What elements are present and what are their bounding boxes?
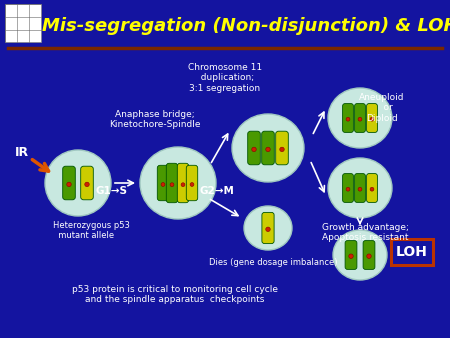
- FancyBboxPatch shape: [345, 241, 357, 269]
- Text: p53 protein is critical to monitoring cell cycle
and the spindle apparatus  chec: p53 protein is critical to monitoring ce…: [72, 285, 278, 305]
- Text: Growth advantage;
Apoptosis resistant: Growth advantage; Apoptosis resistant: [322, 223, 409, 242]
- FancyBboxPatch shape: [262, 212, 274, 244]
- Text: Mis-segregation (Non-disjunction) & LOH: Mis-segregation (Non-disjunction) & LOH: [42, 17, 450, 35]
- Circle shape: [266, 147, 270, 152]
- Circle shape: [346, 117, 350, 121]
- Text: G1→S: G1→S: [96, 186, 128, 196]
- Circle shape: [358, 187, 362, 191]
- Text: G2→M: G2→M: [200, 186, 235, 196]
- FancyBboxPatch shape: [342, 104, 353, 132]
- FancyBboxPatch shape: [367, 174, 378, 202]
- FancyBboxPatch shape: [355, 174, 365, 202]
- Circle shape: [170, 183, 174, 187]
- Ellipse shape: [333, 230, 387, 280]
- Circle shape: [358, 117, 362, 121]
- Text: Chromosome 11
  duplication;
3:1 segregation: Chromosome 11 duplication; 3:1 segregati…: [188, 63, 262, 93]
- Circle shape: [190, 183, 194, 187]
- Ellipse shape: [140, 147, 216, 219]
- Circle shape: [252, 147, 256, 152]
- FancyBboxPatch shape: [355, 104, 365, 132]
- Ellipse shape: [328, 88, 392, 148]
- Text: Dies (gene dosage imbalance): Dies (gene dosage imbalance): [209, 258, 337, 267]
- FancyBboxPatch shape: [248, 131, 260, 165]
- FancyBboxPatch shape: [186, 165, 198, 201]
- Circle shape: [181, 183, 185, 187]
- Circle shape: [161, 183, 165, 187]
- Circle shape: [370, 187, 374, 191]
- Circle shape: [266, 227, 270, 232]
- FancyBboxPatch shape: [81, 166, 93, 200]
- Text: Anaphase bridge;
Kinetochore-Spindle: Anaphase bridge; Kinetochore-Spindle: [109, 110, 201, 129]
- Ellipse shape: [244, 206, 292, 250]
- Ellipse shape: [45, 150, 111, 216]
- FancyBboxPatch shape: [177, 163, 189, 203]
- FancyBboxPatch shape: [367, 104, 378, 132]
- Text: LOH: LOH: [396, 245, 428, 259]
- FancyBboxPatch shape: [158, 165, 169, 201]
- Circle shape: [349, 254, 353, 259]
- FancyBboxPatch shape: [262, 131, 274, 165]
- FancyBboxPatch shape: [276, 131, 288, 165]
- FancyBboxPatch shape: [342, 174, 353, 202]
- Circle shape: [370, 117, 374, 121]
- Circle shape: [85, 182, 89, 187]
- Text: IR: IR: [15, 145, 29, 159]
- Ellipse shape: [328, 158, 392, 218]
- FancyBboxPatch shape: [63, 166, 75, 200]
- FancyBboxPatch shape: [363, 241, 375, 269]
- Circle shape: [280, 147, 284, 152]
- Circle shape: [346, 187, 350, 191]
- Circle shape: [67, 182, 71, 187]
- Ellipse shape: [232, 114, 304, 182]
- Text: Heterozygous p53
  mutant allele: Heterozygous p53 mutant allele: [53, 221, 130, 240]
- Circle shape: [367, 254, 371, 259]
- FancyBboxPatch shape: [166, 163, 178, 203]
- Text: Aneuploid
    or
Diploid: Aneuploid or Diploid: [359, 93, 405, 123]
- FancyBboxPatch shape: [5, 4, 41, 42]
- FancyBboxPatch shape: [391, 239, 433, 265]
